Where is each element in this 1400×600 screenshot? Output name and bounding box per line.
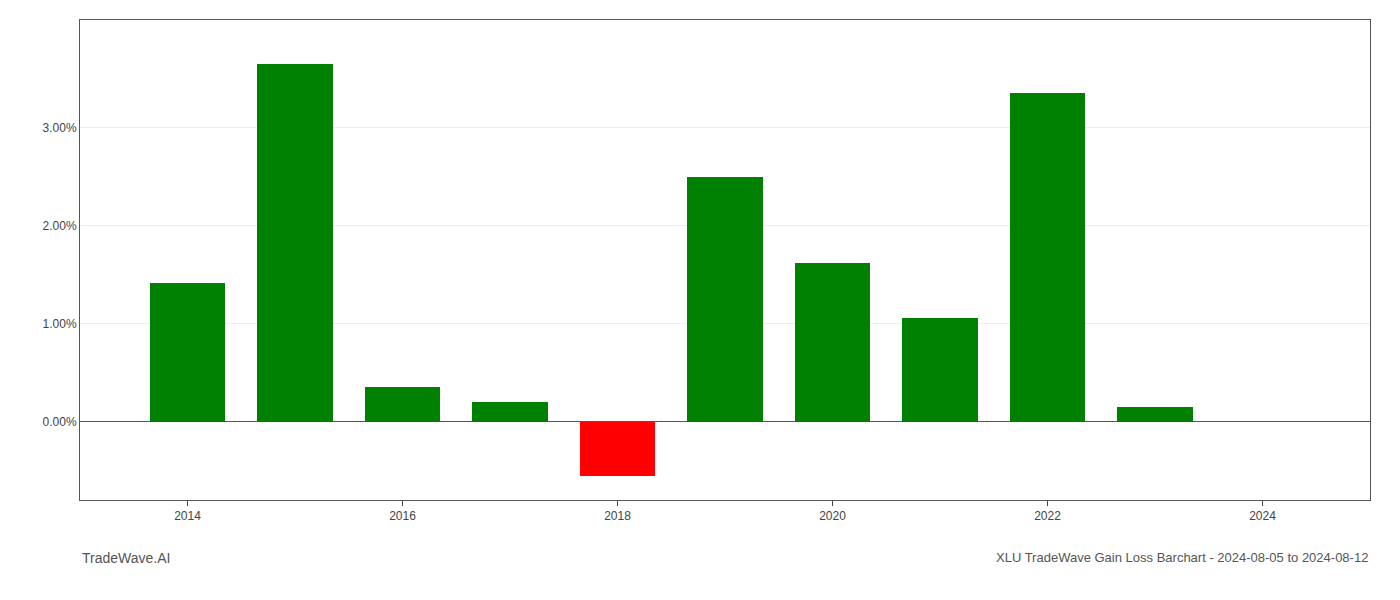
svg-text:0.00%: 0.00% — [43, 415, 77, 429]
svg-text:2018: 2018 — [604, 509, 631, 523]
svg-text:TradeWave.AI: TradeWave.AI — [82, 550, 170, 566]
svg-text:2.00%: 2.00% — [43, 219, 77, 233]
svg-text:2024: 2024 — [1249, 509, 1276, 523]
svg-text:2014: 2014 — [174, 509, 201, 523]
svg-text:2016: 2016 — [389, 509, 416, 523]
svg-text:1.00%: 1.00% — [43, 317, 77, 331]
svg-text:XLU TradeWave Gain Loss Barcha: XLU TradeWave Gain Loss Barchart - 2024-… — [996, 550, 1368, 565]
svg-text:3.00%: 3.00% — [43, 121, 77, 135]
svg-text:2022: 2022 — [1034, 509, 1061, 523]
svg-text:2020: 2020 — [819, 509, 846, 523]
